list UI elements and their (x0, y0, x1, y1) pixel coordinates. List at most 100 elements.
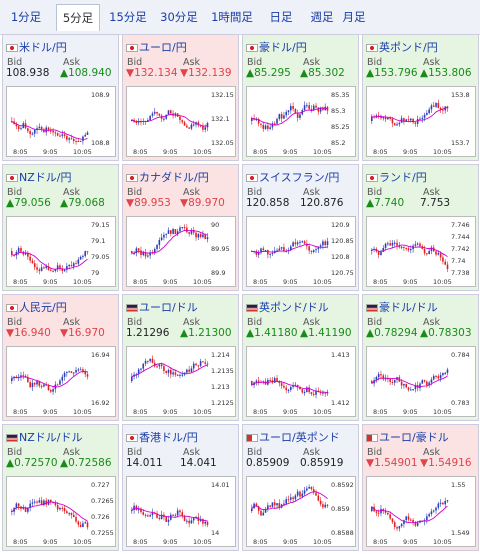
candlestick-chart[interactable]: 79.15 79.1 79.05 79 8:05 9:05 10:05 (6, 216, 116, 287)
pair-title[interactable]: ユーロ/豪ドル (366, 429, 449, 444)
y-tick-label: 1.2135 (211, 367, 234, 375)
candle (82, 369, 84, 372)
pair-title[interactable]: ランド/円 (366, 169, 427, 184)
candlestick-chart[interactable]: 132.15 132.1 132.05 8:05 9:05 10:05 (126, 86, 236, 157)
flag-icon (6, 434, 18, 442)
ask-value: ▲1.41190 (300, 327, 352, 339)
candlestick-chart[interactable]: 16.94 16.92 8:05 9:05 10:05 (6, 346, 116, 417)
currency-panel[interactable]: スイスフラン/円 Bid Ask 120.858 120.876 120.9 12… (242, 164, 359, 291)
pair-title[interactable]: スイスフラン/円 (246, 169, 339, 184)
pair-title[interactable]: 人民元/円 (6, 299, 67, 314)
candlestick-chart[interactable]: 7.746 7.744 7.742 7.74 7.738 8:05 9:05 10:05 (366, 216, 476, 287)
candle (38, 269, 41, 271)
candlestick-chart[interactable]: 108.9 108.8 8:05 9:05 10:05 (6, 86, 116, 157)
candle (403, 520, 405, 525)
pair-title[interactable]: ユーロ/英ポンド (246, 429, 340, 444)
candlestick-chart[interactable]: 120.9 120.85 120.8 120.75 8:05 9:05 10:05 (246, 216, 356, 287)
currency-panel[interactable]: 米ドル/円 Bid Ask 108.938 ▲108.940 108.9 108.… (2, 34, 119, 161)
tab-0[interactable]: 1分足 (10, 10, 42, 24)
candlestick-chart[interactable]: 0.727 0.7265 0.726 0.7255 8:05 9:05 10:05 (6, 476, 116, 547)
tab-1[interactable]: 5分足 (56, 4, 100, 31)
x-tick-label: 9:05 (403, 148, 418, 156)
candle (310, 109, 313, 111)
candlestick-chart[interactable]: 153.8 153.7 8:05 9:05 10:05 (366, 86, 476, 157)
pair-title[interactable]: 英ポンド/円 (366, 39, 438, 54)
ask-label: Ask (63, 57, 80, 68)
pair-name: 米ドル/円 (19, 41, 67, 54)
currency-panel[interactable]: ユーロ/豪ドル Bid Ask ▼1.54901 ▼1.54916 1.55 1.… (362, 424, 479, 551)
candlestick-chart[interactable]: 14.01 14 8:05 9:05 10:05 (126, 476, 236, 547)
candle (66, 511, 68, 513)
moving-average-line (11, 121, 88, 140)
pair-title[interactable]: 米ドル/円 (6, 39, 67, 54)
candle (439, 253, 442, 258)
candle (179, 510, 181, 513)
tab-5[interactable]: 日足 (269, 10, 293, 24)
pair-title[interactable]: ユーロ/ドル (126, 299, 198, 314)
ask-value: 14.041 (180, 457, 217, 469)
candlestick-chart[interactable]: 0.8592 0.859 0.8588 8:05 9:05 10:05 (246, 476, 356, 547)
pair-title[interactable]: ユーロ/円 (126, 39, 187, 54)
candle (312, 250, 315, 252)
candle (68, 138, 70, 140)
tab-2[interactable]: 15分足 (109, 10, 147, 24)
currency-panel[interactable]: ユーロ/円 Bid Ask ▼132.134 ▼132.139 132.15 13… (122, 34, 239, 161)
candle (144, 514, 147, 516)
currency-panel[interactable]: 英ポンド/円 Bid Ask ▲153.796 ▲153.806 153.8 15… (362, 34, 479, 161)
candlestick-chart[interactable]: 1.413 1.412 8:05 9:05 10:05 (246, 346, 356, 417)
candle (387, 117, 389, 120)
candle (176, 231, 179, 235)
pair-title[interactable]: カナダドル/円 (126, 169, 209, 184)
candlestick-chart[interactable]: 85.35 85.3 85.25 85.2 8:05 9:05 10:05 (246, 86, 356, 157)
pair-title[interactable]: 豪ドル/ドル (366, 299, 438, 314)
candlestick-chart[interactable]: 1.214 1.2135 1.213 1.2125 8:05 9:05 10:05 (126, 346, 236, 417)
candle (149, 252, 151, 256)
bid-value: ▼1.54901 (366, 457, 418, 469)
currency-panel[interactable]: ランド/円 Bid Ask ▲7.740 7.753 7.746 7.744 7.7… (362, 164, 479, 291)
x-tick-label: 10:05 (433, 408, 452, 416)
pair-title[interactable]: 豪ドル/円 (246, 39, 307, 54)
candlestick-chart[interactable]: 0.784 0.783 8:05 9:05 10:05 (366, 346, 476, 417)
candle (176, 374, 179, 376)
currency-panel[interactable]: カナダドル/円 Bid Ask ▼89.953 ▼89.970 90 89.95 8… (122, 164, 239, 291)
candle (407, 248, 410, 251)
currency-panel[interactable]: 香港ドル/円 Bid Ask 14.011 14.041 14.01 14 8:05… (122, 424, 239, 551)
candle (133, 253, 135, 255)
candle (292, 497, 294, 500)
pair-name: 豪ドル/円 (259, 41, 307, 54)
candle (273, 502, 276, 506)
pair-name: ランド/円 (379, 171, 427, 184)
currency-panel[interactable]: 豪ドル/円 Bid Ask ▲85.295 ▲85.302 85.35 85.3 8… (242, 34, 359, 161)
candle (137, 248, 140, 251)
tab-3[interactable]: 30分足 (160, 10, 198, 24)
y-tick-label: 85.2 (331, 139, 345, 147)
candle (33, 501, 36, 503)
pair-title[interactable]: 英ポンド/ドル (246, 299, 329, 314)
candle (190, 368, 193, 372)
pair-title[interactable]: NZドル/ドル (6, 429, 82, 444)
currency-panel[interactable]: 人民元/円 Bid Ask ▼16.940 ▼16.970 16.94 16.92… (2, 294, 119, 421)
y-tick-label: 7.738 (451, 269, 470, 277)
candle (403, 118, 405, 122)
candlestick-chart[interactable]: 1.55 1.549 8:05 9:05 10:05 (366, 476, 476, 547)
candle (77, 521, 80, 525)
pair-title[interactable]: 香港ドル/円 (126, 429, 198, 444)
tab-7[interactable]: 月足 (342, 10, 366, 24)
currency-panel[interactable]: ユーロ/英ポンド Bid Ask 0.85909 0.85919 0.8592 0… (242, 424, 359, 551)
candle (33, 382, 36, 385)
currency-panel[interactable]: ユーロ/ドル Bid Ask 1.21296 ▲1.21300 1.214 1.2… (122, 294, 239, 421)
pair-title[interactable]: NZドル/円 (6, 169, 71, 184)
candle (147, 360, 149, 362)
currency-panel[interactable]: NZドル/ドル Bid Ask ▲0.72570 ▲0.72586 0.727 0… (2, 424, 119, 551)
x-tick-label: 8:05 (373, 148, 388, 156)
currency-panel[interactable]: 英ポンド/ドル Bid Ask ▲1.41180 ▲1.41190 1.413 1… (242, 294, 359, 421)
currency-panel[interactable]: 豪ドル/ドル Bid Ask ▲0.78294 ▲0.78303 0.784 0.… (362, 294, 479, 421)
candle (257, 252, 260, 255)
candle (377, 512, 380, 514)
candle (317, 246, 320, 250)
tab-4[interactable]: 1時間足 (211, 10, 253, 24)
tab-6[interactable]: 週足 (310, 10, 334, 24)
candle (52, 130, 54, 133)
candlestick-chart[interactable]: 90 89.95 89.9 8:05 9:05 10:05 (126, 216, 236, 287)
currency-panel[interactable]: NZドル/円 Bid Ask ▲79.056 ▲79.068 79.15 79.1… (2, 164, 119, 291)
